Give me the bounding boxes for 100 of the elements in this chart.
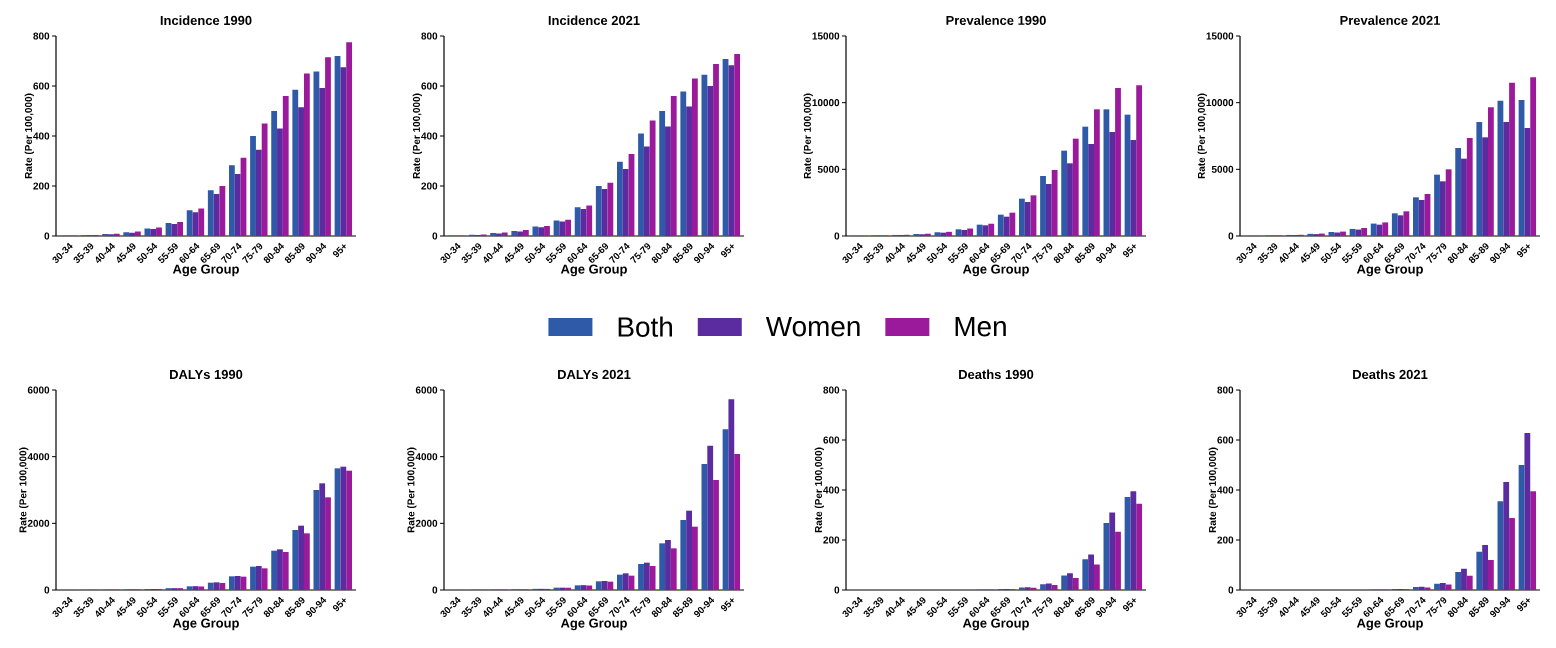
bar [617, 161, 623, 236]
bar [1455, 572, 1462, 590]
bar [988, 223, 995, 236]
bar [292, 89, 299, 236]
bar [303, 73, 310, 236]
bar [680, 91, 687, 236]
bar [607, 581, 614, 590]
bar [340, 466, 347, 590]
bar [271, 550, 278, 590]
bar [713, 480, 719, 590]
bar [207, 582, 214, 590]
bar [319, 483, 326, 590]
bar [1361, 227, 1368, 236]
bar [522, 230, 529, 236]
bar [622, 573, 629, 590]
bar [734, 454, 741, 590]
bar [255, 149, 262, 236]
bar [1418, 199, 1425, 236]
bar [1466, 575, 1473, 590]
bar [997, 214, 1004, 236]
bar [1130, 491, 1137, 590]
bar [1024, 201, 1031, 236]
bar [638, 564, 644, 590]
bar [228, 576, 235, 590]
bar [1482, 137, 1488, 236]
bar [1445, 169, 1452, 236]
bar [255, 566, 262, 590]
bar [617, 574, 623, 590]
bar [325, 57, 331, 236]
bar [234, 174, 241, 236]
bar [649, 120, 656, 236]
bar [728, 399, 735, 590]
bar [198, 208, 205, 236]
bar [1434, 174, 1440, 236]
bar [150, 229, 157, 236]
bar [219, 186, 226, 236]
bar [1439, 181, 1446, 236]
bar [1109, 512, 1116, 590]
bar [1434, 583, 1440, 590]
bar [1115, 531, 1121, 590]
bar [1461, 158, 1467, 236]
bar [277, 549, 283, 590]
bar [707, 86, 714, 236]
bar [691, 526, 698, 590]
bar [691, 78, 698, 236]
bar [638, 133, 644, 236]
bar [1061, 150, 1068, 236]
bar [250, 136, 256, 236]
bar [1476, 551, 1483, 590]
bar [213, 582, 220, 590]
bar [250, 566, 256, 590]
bar [271, 111, 278, 236]
bar [1093, 109, 1100, 236]
bar [319, 88, 326, 236]
bar [595, 186, 602, 236]
bar [686, 106, 692, 236]
bar [298, 107, 304, 236]
bar [1051, 169, 1058, 236]
bar [1355, 229, 1362, 236]
bar [144, 228, 151, 236]
legend-label: Women [765, 316, 860, 337]
bar [1130, 139, 1137, 236]
bar [1413, 197, 1419, 236]
bar [234, 576, 241, 590]
bar [659, 111, 666, 236]
bar [961, 229, 968, 236]
bar [1067, 573, 1073, 590]
bar [1391, 213, 1398, 236]
bar [1503, 121, 1510, 236]
bar [1476, 121, 1483, 236]
bar [686, 510, 692, 590]
bar [1461, 568, 1467, 590]
bar [544, 226, 550, 236]
bar [1509, 82, 1515, 236]
bar [1072, 578, 1079, 590]
bar [1040, 584, 1046, 590]
bar [607, 182, 614, 236]
bar [586, 205, 593, 236]
bar [346, 42, 353, 236]
bar [1530, 77, 1537, 236]
bar [643, 146, 650, 236]
bar [665, 540, 671, 590]
bar [1503, 482, 1510, 590]
bar [156, 227, 162, 236]
bar [680, 520, 687, 590]
bar [538, 227, 545, 236]
bar [1509, 518, 1515, 590]
legend-label: Both [618, 316, 672, 337]
bar [1487, 560, 1494, 590]
bar [1019, 198, 1025, 236]
bar [707, 445, 714, 590]
bar [643, 562, 650, 590]
bar [976, 224, 983, 236]
bar [665, 126, 671, 236]
bar [207, 190, 214, 236]
bar [1061, 575, 1068, 590]
bar [1482, 545, 1488, 590]
bar [713, 64, 719, 236]
bar [559, 221, 566, 236]
bar [574, 207, 581, 236]
